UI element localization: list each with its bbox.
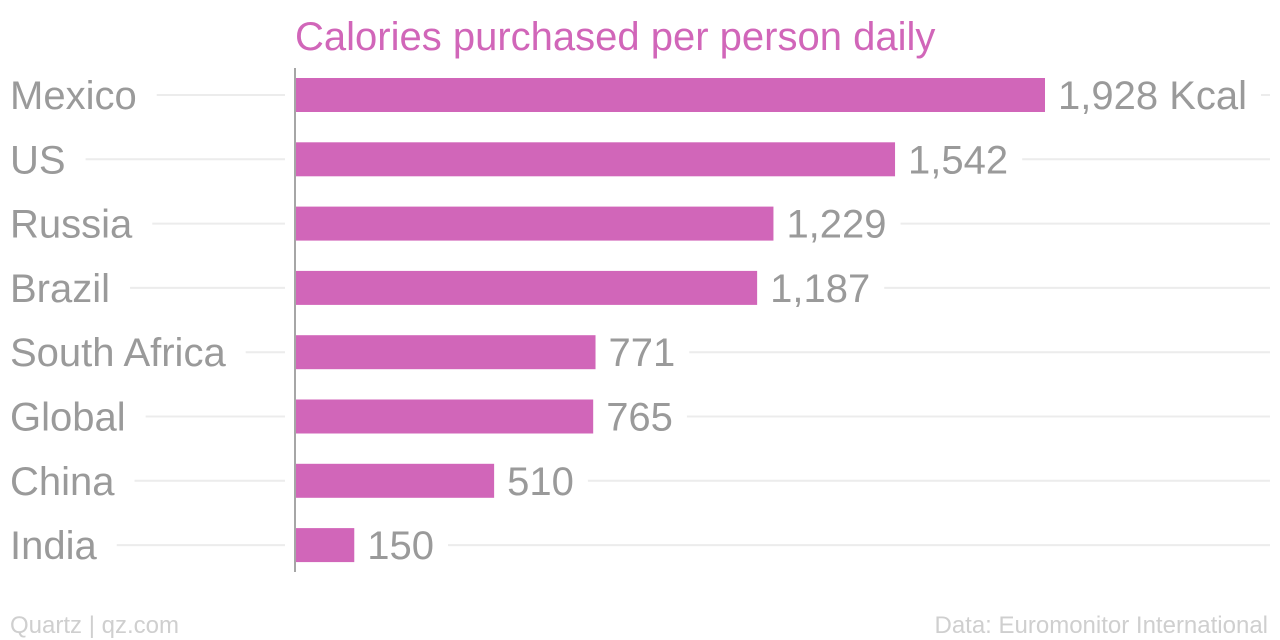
bar (296, 142, 896, 177)
bar (296, 206, 774, 241)
bars (296, 78, 1045, 563)
category-labels: Mexico US Russia Brazil South Africa Global Ch… (10, 74, 226, 568)
category-label: Mexico (10, 74, 137, 118)
category-label: Russia (10, 203, 133, 247)
category-label: Brazil (10, 267, 110, 311)
category-label: India (10, 524, 97, 568)
footer-credit: Quartz | qz.com (10, 612, 179, 639)
value-label: 1,928 Kcal (1058, 74, 1247, 118)
bar (296, 335, 596, 370)
bar (296, 463, 495, 498)
category-label: Global (10, 396, 126, 440)
footer-source: Data: Euromonitor International (934, 612, 1268, 639)
value-label: 1,187 (770, 267, 870, 311)
bar (296, 78, 1045, 112)
value-label: 765 (606, 396, 673, 440)
value-label: 1,542 (908, 138, 1008, 182)
value-label: 150 (367, 524, 434, 568)
value-label: 1,229 (786, 203, 886, 247)
category-label: South Africa (10, 331, 226, 375)
value-label: 771 (609, 331, 676, 375)
category-label: US (10, 138, 66, 182)
bar (296, 270, 758, 305)
value-labels: 1,928 Kcal 1,542 1,229 1,187 771 765 510 150 (367, 74, 1247, 568)
bar (296, 399, 594, 434)
category-label: China (10, 460, 115, 504)
value-label: 510 (507, 460, 574, 504)
bar (296, 528, 355, 563)
row-guides (85, 94, 1270, 547)
chart-title: Calories purchased per person daily (295, 15, 935, 59)
